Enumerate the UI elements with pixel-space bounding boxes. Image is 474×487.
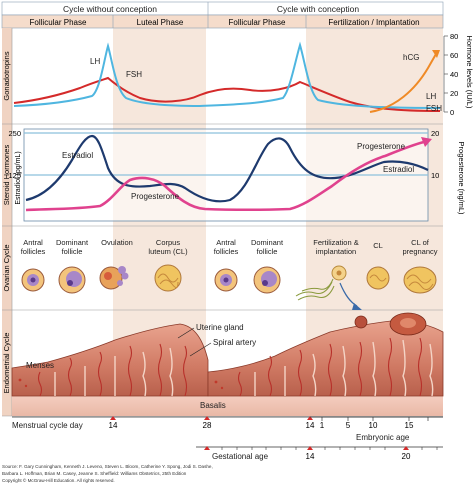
estradiol-curve xyxy=(25,134,429,203)
menses-label: Menses xyxy=(26,361,54,370)
progesterone-curve xyxy=(25,140,425,212)
axis-tick-label: 80 xyxy=(450,32,458,41)
corpus-luteum-icon xyxy=(154,264,182,292)
axis-tick-label: 60 xyxy=(450,51,458,60)
estradiol-label-right: Estradiol xyxy=(383,165,414,174)
row-label-ovarian: Ovarian Cycle xyxy=(2,244,11,291)
gestational-age-axis: 14 20 Gestational age xyxy=(196,446,443,461)
source-line: Copyright © McGraw-Hill Education. All r… xyxy=(2,477,115,483)
phase-label: Follicular Phase xyxy=(229,18,286,27)
row-label-gonadotropins: Gonadotropins xyxy=(2,51,11,100)
stage-label-dominant: Dominant follicle xyxy=(56,238,89,256)
menstrual-axis-label: Menstrual cycle day xyxy=(12,421,83,430)
row-label-endometrial: Endometrial Cycle xyxy=(2,333,11,394)
progesterone-arrowhead xyxy=(421,137,432,147)
endometrium-cycle-1 xyxy=(11,323,209,397)
embryonic-tick: 10 xyxy=(369,421,378,430)
spiral-artery-label: Spiral artery xyxy=(213,338,256,347)
phase-label: Follicular Phase xyxy=(30,18,87,27)
progesterone-label: Progesterone xyxy=(131,192,180,201)
stage-label-cl: CL xyxy=(373,241,383,250)
stage-label-cl-pregnancy: CL of pregnancy xyxy=(402,238,437,256)
ovarian-panel: Antral follicles Dominant follicle Ovulati… xyxy=(21,238,438,310)
embryonic-tick: 5 xyxy=(346,421,351,430)
basalis-label: Basalis xyxy=(200,401,226,410)
progesterone-label-right: Progesterone xyxy=(357,142,406,151)
fsh-label: FSH xyxy=(126,70,142,79)
source-credit: Source: F. Gary Cunningham, Kenneth J. L… xyxy=(2,464,213,483)
uterine-gland-label: Uterine gland xyxy=(196,323,244,332)
steroid-panel: 250 125 20 10 Estradiol (pg/mL) Progeste… xyxy=(8,128,466,222)
axis-tick-label: 0 xyxy=(450,108,454,117)
gestational-tick: 14 xyxy=(306,452,315,461)
lh-label: LH xyxy=(90,57,100,66)
stage-label-antral-2: Antral follicles xyxy=(214,238,239,256)
embryonic-tick: 15 xyxy=(405,421,414,430)
lh-curve xyxy=(13,41,441,109)
gonadotropins-panel: 80 60 40 20 0 Hormone levels (IU/L) LH F… xyxy=(13,32,474,117)
menstrual-tick: 14 xyxy=(109,421,118,430)
hormone-levels-axis-title: Hormone levels (IU/L) xyxy=(465,36,474,109)
menstrual-cycle-axis: Menstrual cycle day 14 28 14 xyxy=(12,416,443,430)
axis-tick-label: 20 xyxy=(450,89,458,98)
ovulation-icon xyxy=(99,266,129,290)
progesterone-tick: 10 xyxy=(431,171,439,180)
estradiol-axis-title: Estradiol (pg/mL) xyxy=(15,151,22,204)
estradiol-label: Estradiol xyxy=(62,151,93,160)
cl-of-pregnancy-icon xyxy=(403,266,437,294)
embryonic-tick: 1 xyxy=(320,421,325,430)
menstrual-tick: 14 xyxy=(306,421,315,430)
stage-label-ovulation: Ovulation xyxy=(101,238,133,247)
stage-label-corpus-luteum: Corpus luteum (CL) xyxy=(148,238,188,256)
estradiol-tick: 250 xyxy=(8,129,21,138)
phase-label: Fertilization / Implantation xyxy=(328,18,419,27)
endometrial-panel: Menses Uterine gland Spiral artery Basal… xyxy=(11,312,444,416)
cl-icon xyxy=(366,266,390,290)
cycle-without-header: Cycle without conception xyxy=(63,4,157,14)
fertilization-icon xyxy=(295,265,362,310)
hcg-arrowhead xyxy=(432,50,440,58)
estradiol-tick: 125 xyxy=(8,171,21,180)
stage-label-antral: Antral follicles xyxy=(21,238,46,256)
stage-label-dominant-2: Dominant follicle xyxy=(251,238,284,256)
hcg-curve xyxy=(369,53,437,113)
menses-icon xyxy=(18,378,224,390)
lh-label-right: LH xyxy=(426,92,436,101)
gestational-axis-label: Gestational age xyxy=(212,452,269,461)
progesterone-tick: 20 xyxy=(431,129,439,138)
source-line: Source: F. Gary Cunningham, Kenneth J. L… xyxy=(2,464,213,469)
phase-label: Luteal Phase xyxy=(137,18,184,27)
cycle-with-header: Cycle with conception xyxy=(277,4,359,14)
row-label-steroid: Steroid Hormones xyxy=(2,145,11,206)
embryonic-axis-label: Embryonic age xyxy=(356,433,410,442)
gestational-tick: 20 xyxy=(402,452,411,461)
hcg-label: hCG xyxy=(403,53,419,62)
axis-tick-label: 40 xyxy=(450,70,458,79)
source-line: Barbara L. Hoffman, Brian M. Casey, Jean… xyxy=(2,471,187,476)
progesterone-axis-title: Progesterone (ng/mL) xyxy=(457,142,466,215)
menstrual-tick: 28 xyxy=(203,421,212,430)
embryonic-age-axis: 1 5 10 15 Embryonic age xyxy=(310,416,443,442)
fsh-label-right: FSH xyxy=(426,104,442,113)
fsh-curve xyxy=(13,76,441,112)
implanting-embryo-icon xyxy=(354,312,427,336)
stage-label-fertilization: Fertilization & implantation xyxy=(313,238,358,256)
